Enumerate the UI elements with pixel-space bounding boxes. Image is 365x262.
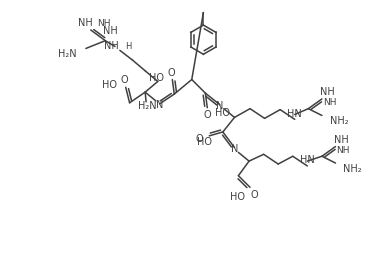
Text: HO: HO (149, 73, 164, 83)
Text: O: O (204, 111, 211, 121)
Text: HO: HO (230, 192, 245, 202)
Text: NH₂: NH₂ (343, 164, 362, 174)
Text: NH: NH (77, 18, 92, 28)
Text: HO: HO (215, 107, 230, 118)
Text: N: N (216, 101, 224, 111)
Text: O: O (168, 68, 175, 78)
Text: NH: NH (337, 146, 350, 155)
Text: H₂N: H₂N (138, 101, 156, 111)
Text: NH: NH (103, 26, 118, 36)
Text: NH: NH (104, 41, 119, 51)
Text: NH: NH (323, 98, 337, 107)
Text: HO: HO (197, 137, 212, 147)
Text: HN: HN (287, 108, 302, 118)
Text: O: O (250, 190, 258, 200)
Text: H: H (125, 42, 131, 51)
Text: HN: HN (300, 155, 315, 165)
Text: NH: NH (334, 135, 349, 145)
Text: O: O (121, 75, 128, 85)
Text: H₂N: H₂N (58, 49, 76, 59)
Text: N: N (231, 144, 238, 155)
Text: HO: HO (102, 80, 117, 90)
Text: O: O (196, 134, 203, 144)
Text: NH₂: NH₂ (330, 116, 348, 126)
Text: N: N (156, 100, 164, 110)
Text: NH: NH (320, 87, 335, 97)
Text: NH: NH (97, 19, 111, 28)
